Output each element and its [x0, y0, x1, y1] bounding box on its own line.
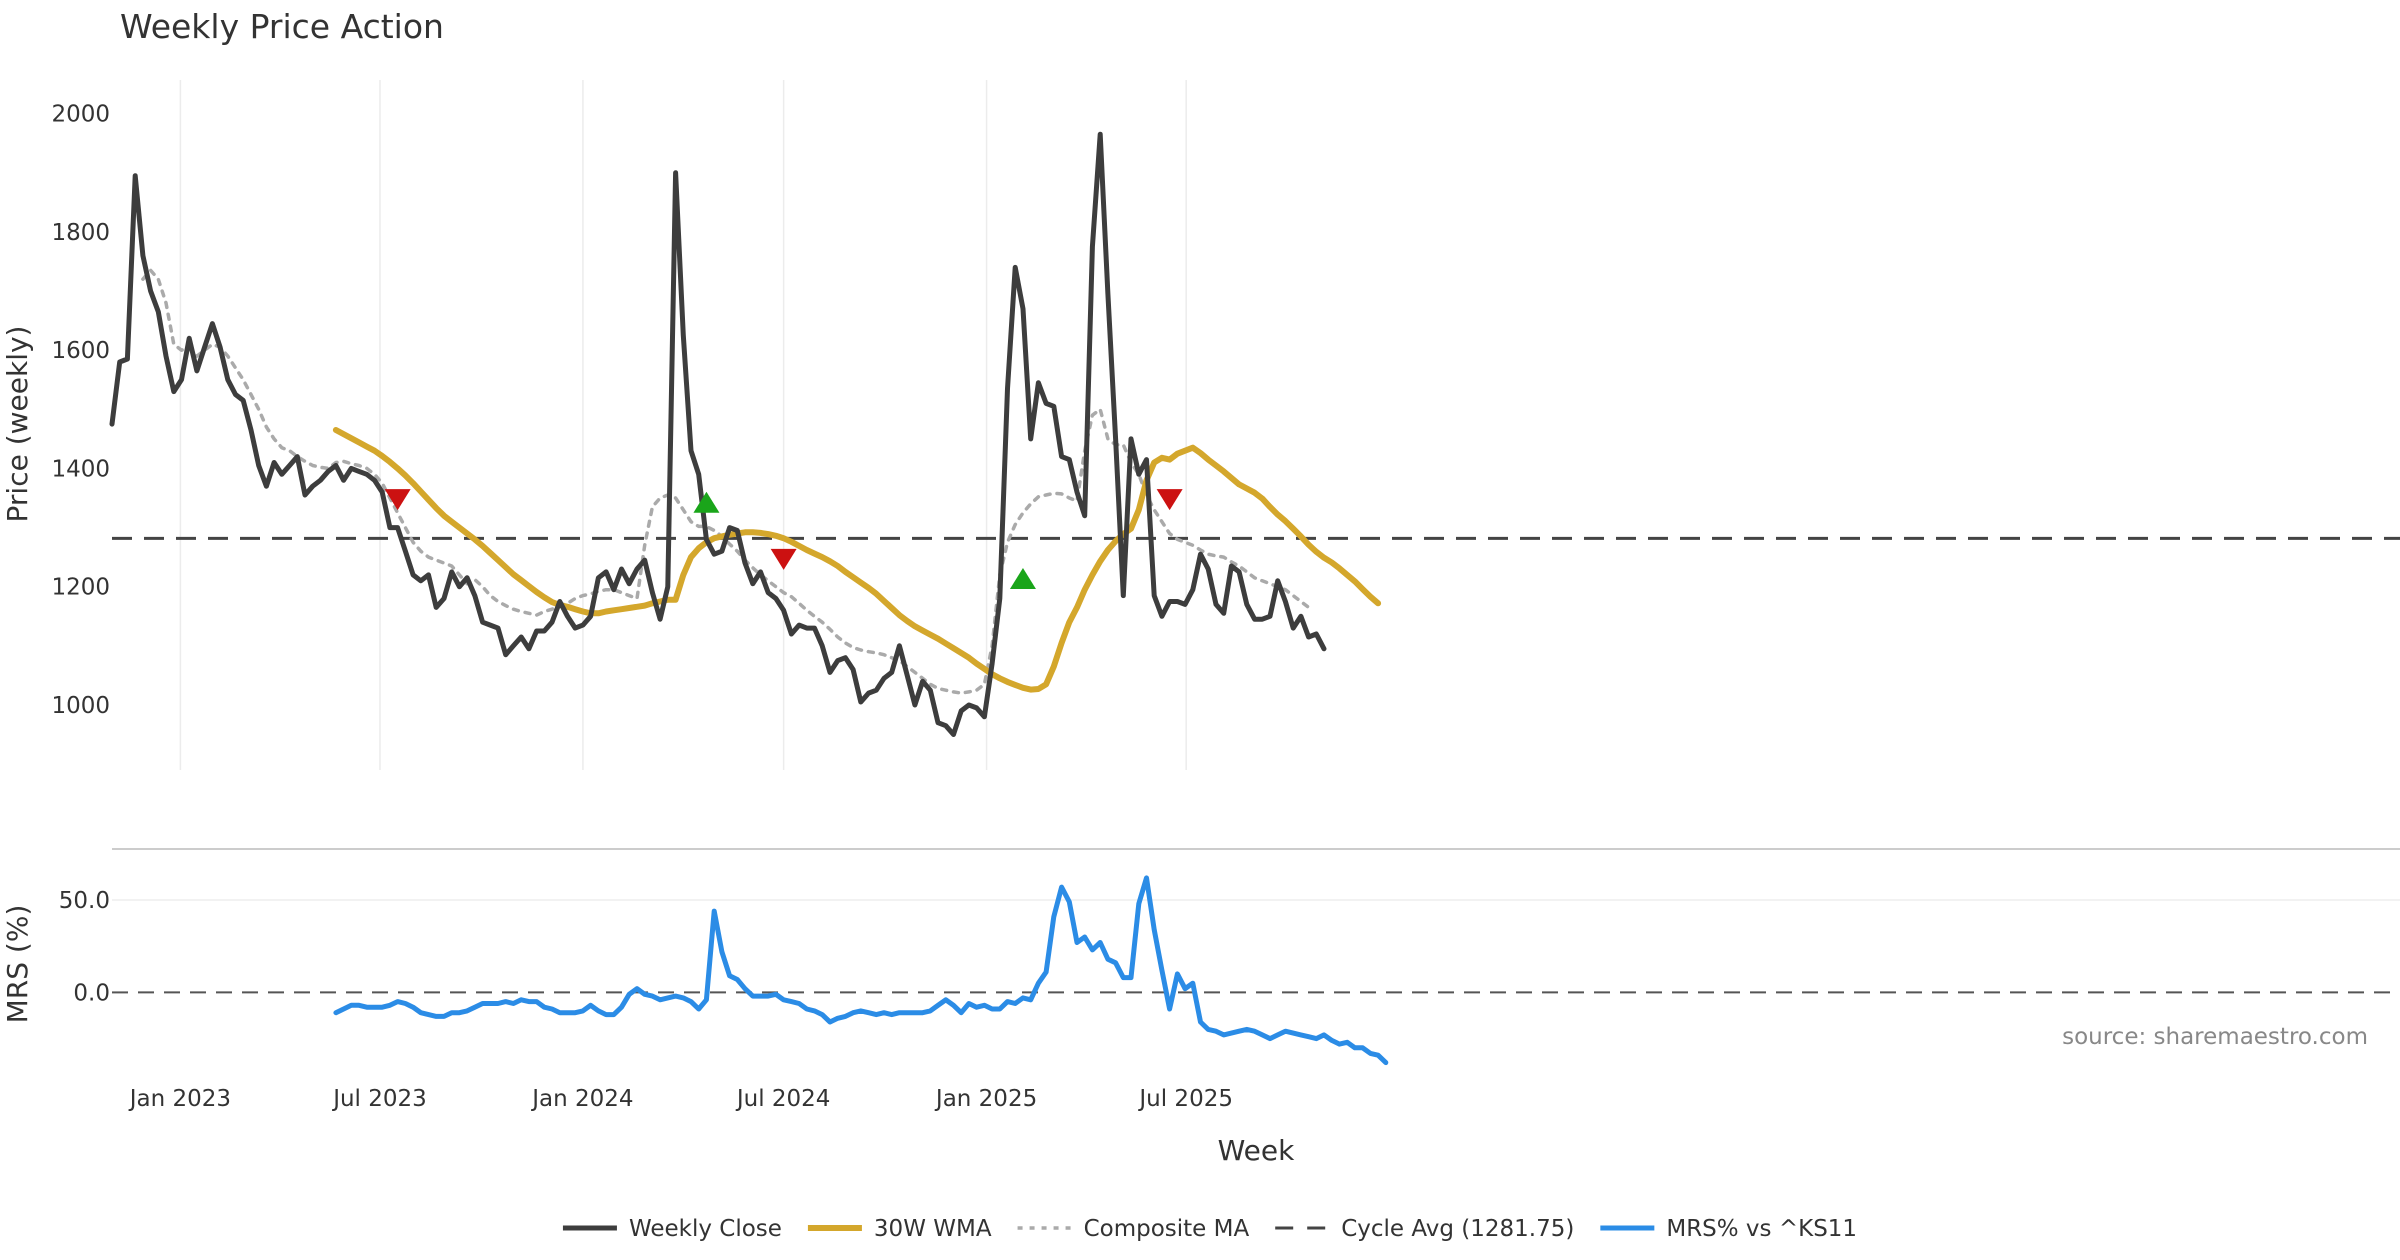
mrs-y-ticks: 0.0 50.0 [59, 888, 110, 1006]
vertical-gridlines [179, 80, 1187, 770]
sell-signal-marker [384, 489, 411, 511]
sell-signal-marker [1156, 489, 1183, 511]
weekly-close-line [109, 131, 1327, 737]
legend: Weekly Close 30W WMA Composite MA Cycle Avg… [562, 1216, 1857, 1242]
price-axis-title: Price (weekly) [1, 326, 34, 523]
mrs-y-tick-label: 0.0 [73, 980, 110, 1006]
x-axis-title: Week [1218, 1134, 1295, 1167]
legend-label: Composite MA [1084, 1216, 1250, 1242]
signal-markers [384, 489, 1183, 590]
legend-label: MRS% vs ^KS11 [1666, 1216, 1857, 1242]
mrs-axis-title: MRS (%) [1, 905, 34, 1024]
series-lines [109, 131, 1389, 1066]
x-tick-label: Jan 2025 [934, 1086, 1037, 1112]
x-tick-label: Jan 2024 [530, 1086, 633, 1112]
legend-label: 30W WMA [874, 1216, 992, 1242]
price-y-tick-label: 1000 [51, 693, 110, 719]
x-tick-label: Jul 2024 [735, 1086, 831, 1112]
chart-title: Weekly Price Action [120, 7, 444, 46]
x-ticks: Jan 2023 Jul 2023 Jan 2024 Jul 2024 Jan 2025… [128, 1086, 1233, 1112]
buy-signal-marker [1009, 568, 1036, 590]
source-note: source: sharemaestro.com [2062, 1024, 2368, 1050]
x-tick-label: Jan 2023 [128, 1086, 231, 1112]
price-y-tick-label: 2000 [51, 102, 110, 128]
sell-signal-marker [770, 548, 797, 570]
price-y-tick-label: 1800 [51, 220, 110, 246]
mrs-line [333, 875, 1389, 1066]
price-y-tick-label: 1200 [51, 575, 110, 601]
x-tick-label: Jul 2025 [1137, 1086, 1233, 1112]
buy-signal-marker [693, 491, 720, 513]
price-y-ticks: 1000 1200 1400 1600 1800 2000 [51, 102, 110, 719]
legend-label: Weekly Close [629, 1216, 782, 1242]
mrs-y-tick-label: 50.0 [59, 888, 110, 914]
price-y-tick-label: 1400 [51, 456, 110, 482]
price-y-tick-label: 1600 [51, 338, 110, 364]
x-tick-label: Jul 2023 [331, 1086, 427, 1112]
legend-label: Cycle Avg (1281.75) [1341, 1216, 1574, 1242]
wma-line [332, 427, 1382, 693]
